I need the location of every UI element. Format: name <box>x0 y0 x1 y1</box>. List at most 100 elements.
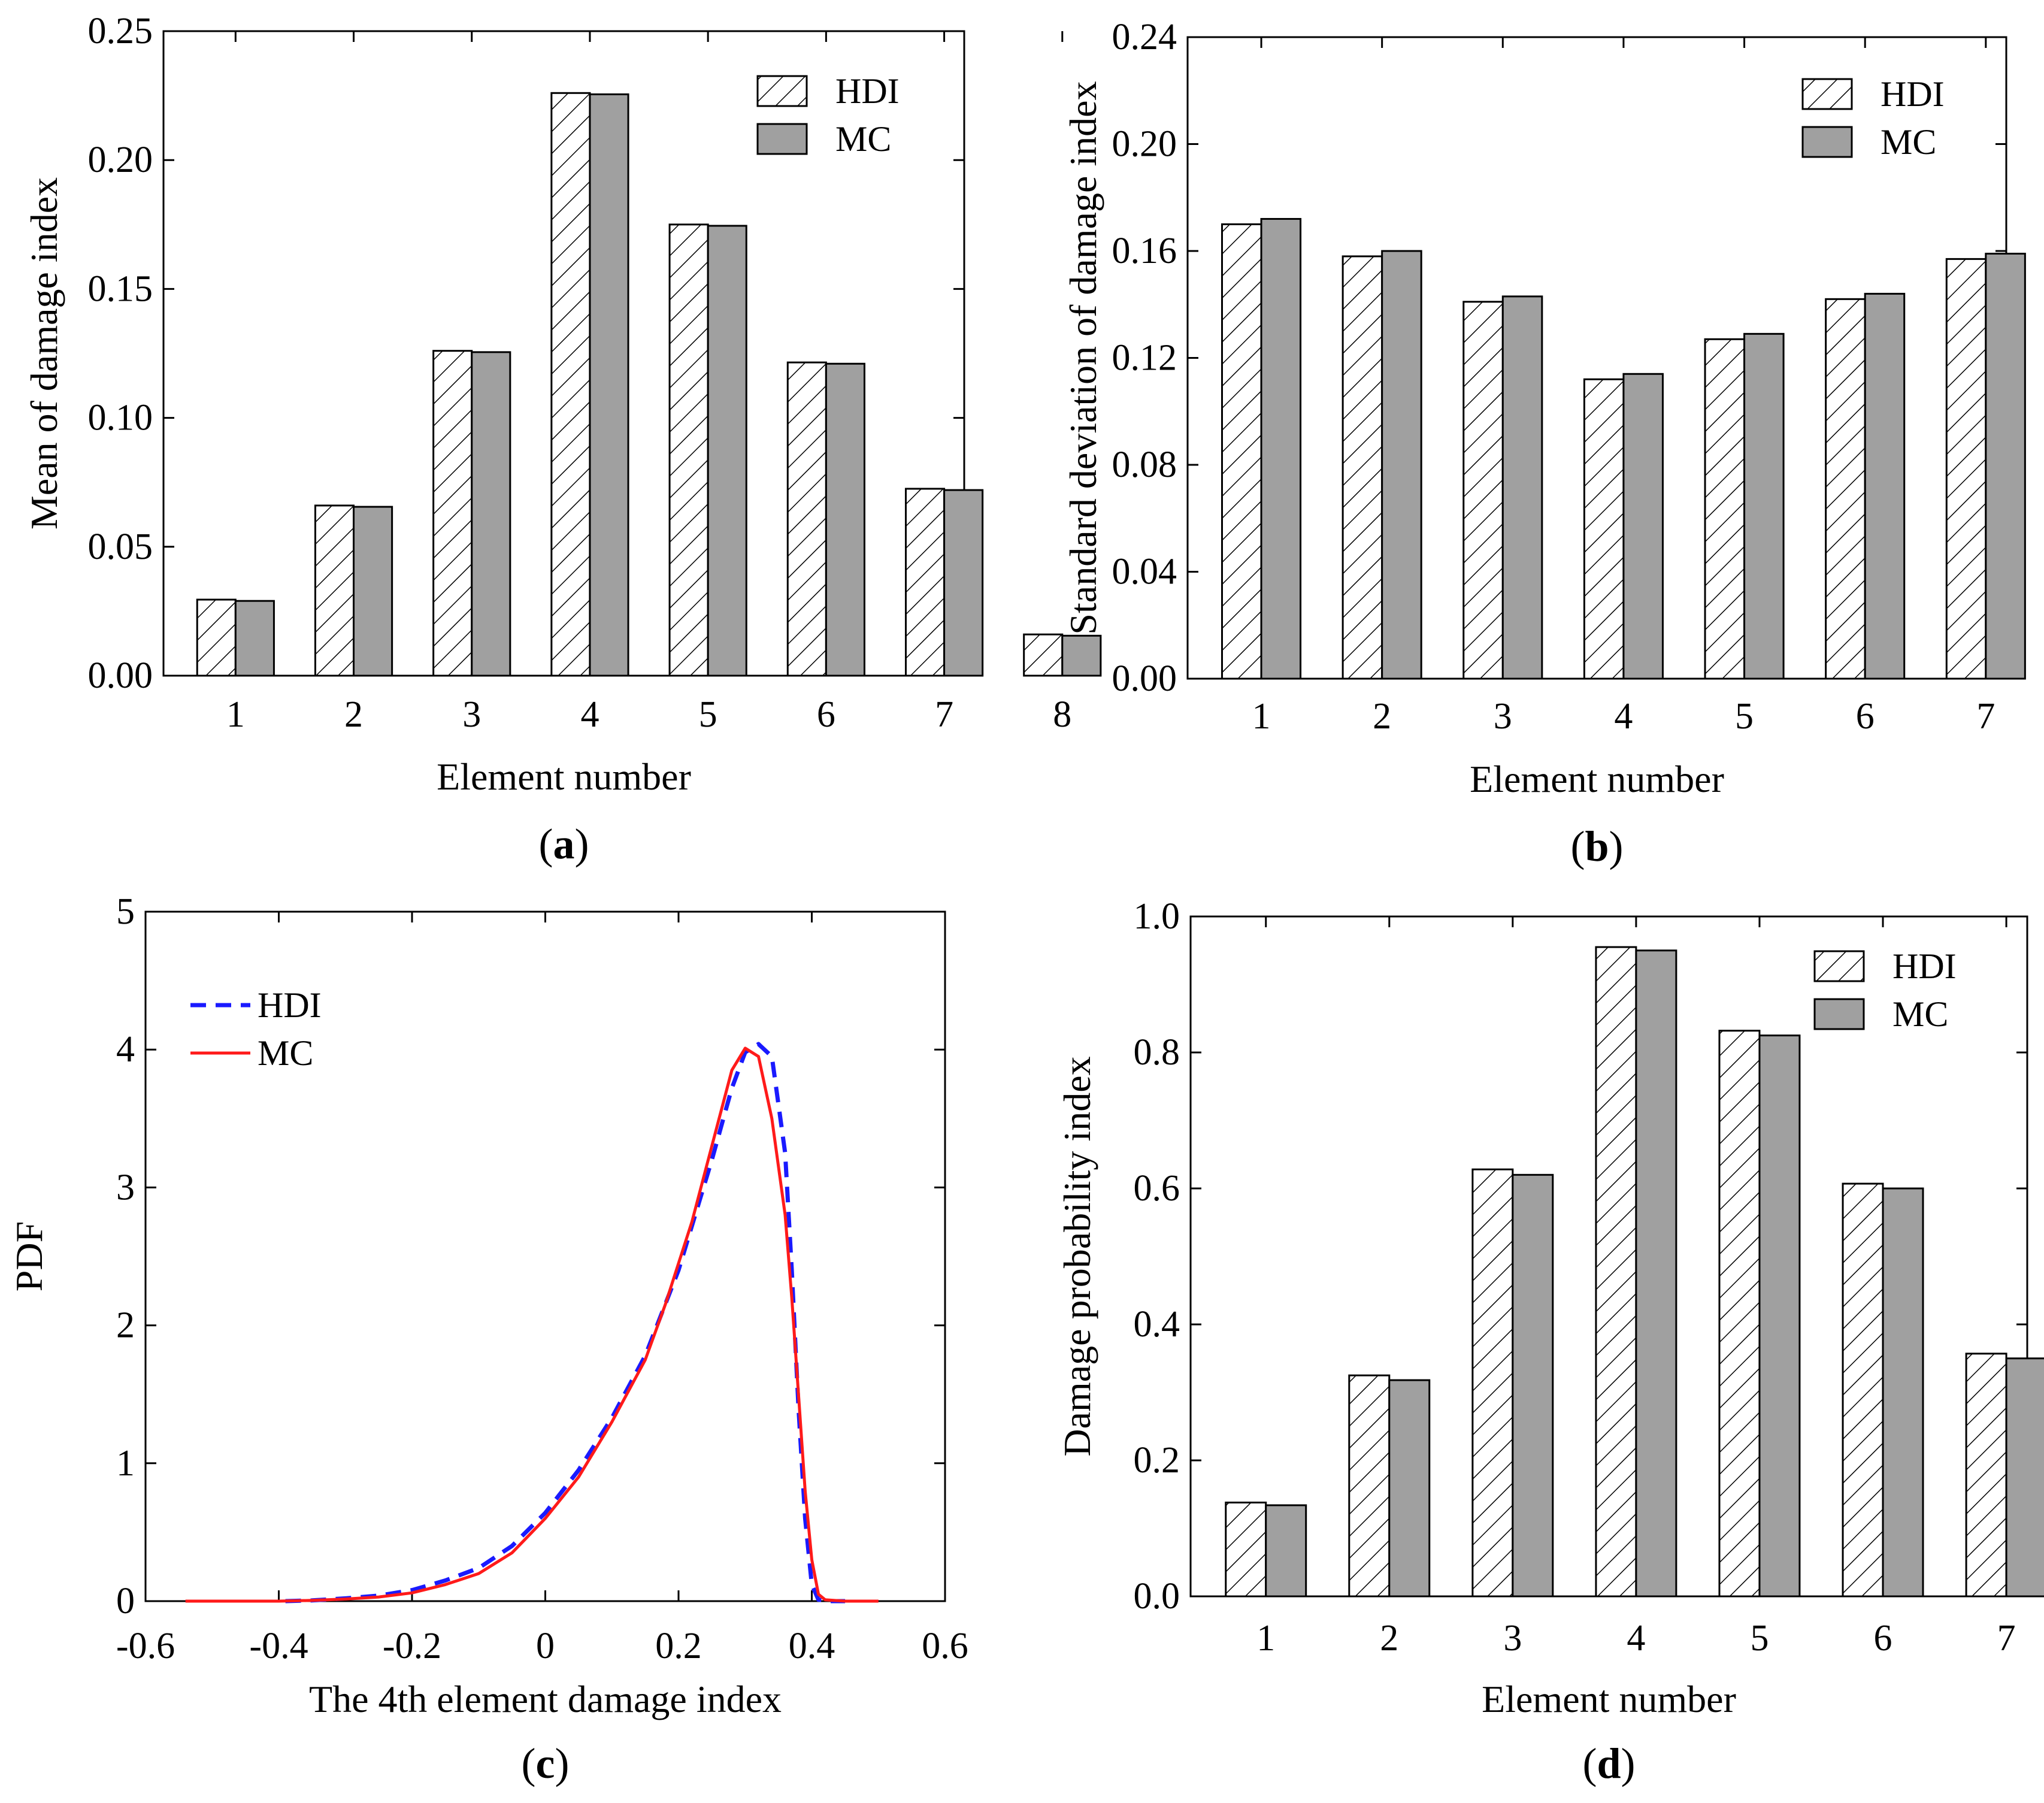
bar-mc <box>1985 252 2026 680</box>
legend-label-hdi: HDI <box>1892 946 1957 986</box>
x-axis-title: Element number <box>437 755 691 798</box>
y-tick-label: 0.05 <box>88 527 153 567</box>
y-axis-title: Standard deviation of damage index <box>1062 81 1104 634</box>
legend-label-hdi: HDI <box>258 985 322 1025</box>
bar-hdi <box>550 92 591 677</box>
y-tick-label: 0.0 <box>1134 1576 1180 1617</box>
y-tick-label: 0.20 <box>1112 124 1177 165</box>
bar-hdi <box>1595 946 1637 1598</box>
y-tick-label: 0.12 <box>1112 338 1177 379</box>
x-tick-label: 3 <box>1494 696 1512 737</box>
y-axis-title: Damage probability index <box>1056 1056 1098 1456</box>
legend-label-hdi: HDI <box>835 71 900 111</box>
y-tick-label: 2 <box>116 1305 135 1346</box>
bar-mc <box>1061 634 1102 677</box>
panel-label: (b) <box>1570 822 1623 870</box>
legend-label-mc: MC <box>835 119 891 159</box>
legend-swatch-mc <box>756 123 808 155</box>
bar-hdi <box>1842 1182 1884 1598</box>
panel-c: 0 1 2 3 4 5 PDF The 4th element damage index (c)… <box>8 891 968 1787</box>
x-tick-label: -0.2 <box>383 1626 441 1666</box>
y-tick-label: 0.25 <box>88 11 153 52</box>
x-tick-label: 5 <box>699 694 717 735</box>
y-tick-label: 5 <box>116 891 135 932</box>
panel-d: 0.0 0.2 0.4 0.6 0.8 1.0 Damage probability ind… <box>1056 896 2044 1787</box>
bar-mc <box>943 489 984 677</box>
bar-mc <box>1882 1187 1924 1598</box>
x-tick-label: 7 <box>935 694 953 735</box>
legend-label-mc: MC <box>258 1033 313 1073</box>
x-tick-label: 1 <box>1252 696 1271 737</box>
bar-mc <box>1388 1379 1431 1598</box>
bar-hdi <box>1462 301 1504 680</box>
x-tick-label: 1 <box>1256 1618 1275 1659</box>
y-tick-label: 4 <box>116 1029 135 1070</box>
bar-hdi <box>196 598 237 677</box>
bar-hdi <box>668 223 709 677</box>
bar-hdi <box>786 361 827 677</box>
x-tick-label: 2 <box>1380 1618 1398 1659</box>
x-tick-label: 0.4 <box>789 1626 835 1666</box>
bar-hdi <box>1348 1374 1391 1598</box>
x-axis-title: The 4th element damage index <box>309 1678 782 1720</box>
y-tick-label: 0.15 <box>88 268 153 309</box>
bar-mc <box>1381 250 1422 680</box>
legend-label-mc: MC <box>1892 994 1948 1034</box>
bar-mc <box>1758 1034 1801 1598</box>
y-tick-label: 0.24 <box>1112 17 1177 58</box>
x-tick-label: 7 <box>1997 1618 2016 1659</box>
bar-mc <box>353 506 393 677</box>
x-tick-label: 6 <box>1856 696 1875 737</box>
x-tick-label: 3 <box>1503 1618 1522 1659</box>
bar-mc <box>1512 1173 1554 1598</box>
y-tick-label: 3 <box>116 1167 135 1208</box>
x-tick-label: 3 <box>462 694 481 735</box>
bar-mc <box>707 225 747 677</box>
y-tick-label: 0.00 <box>88 655 153 696</box>
y-tick-label: 0.04 <box>1112 552 1177 592</box>
bar-mc <box>471 351 511 677</box>
series-line-mc <box>185 1046 879 1603</box>
legend-swatch-hdi <box>1801 78 1853 110</box>
x-tick-label: 4 <box>1614 696 1633 737</box>
bar-hdi <box>1225 1501 1267 1598</box>
bar-mc <box>589 93 629 677</box>
bar-hdi <box>1704 338 1746 680</box>
y-tick-label: 0.6 <box>1134 1168 1180 1209</box>
legend-swatch-hdi <box>1813 950 1865 982</box>
bar-hdi <box>1945 258 1987 680</box>
y-tick-label: 0.8 <box>1134 1032 1180 1073</box>
x-tick-label: 1 <box>226 694 245 735</box>
x-tick-label: 0.2 <box>655 1626 702 1666</box>
y-tick-label: 0 <box>116 1581 135 1622</box>
x-tick-label: 0.6 <box>922 1626 968 1666</box>
x-axis-title: Element number <box>1470 758 1724 800</box>
bar-hdi <box>1583 378 1625 680</box>
x-tick-label: 5 <box>1735 696 1754 737</box>
x-axis-title: Element number <box>1482 1678 1736 1720</box>
y-tick-label: 0.08 <box>1112 444 1177 485</box>
bar-hdi <box>904 488 946 677</box>
x-tick-label: 4 <box>580 694 599 735</box>
x-tick-label: -0.4 <box>249 1626 308 1666</box>
bar-hdi <box>1718 1030 1761 1598</box>
series-line-hdi <box>285 1042 846 1604</box>
x-tick-label: 2 <box>1373 696 1391 737</box>
bar-mc <box>1260 217 1302 680</box>
y-tick-label: 0.4 <box>1134 1304 1180 1345</box>
bar-hdi <box>1965 1353 2007 1598</box>
legend-label-mc: MC <box>1881 122 1936 162</box>
bar-mc <box>825 362 865 677</box>
legend-swatch-hdi <box>756 75 808 107</box>
x-tick-label: 6 <box>1874 1618 1892 1659</box>
x-tick-label: 5 <box>1750 1618 1769 1659</box>
x-tick-label: 4 <box>1627 1618 1645 1659</box>
bar-hdi <box>1221 223 1262 680</box>
x-tick-label: -0.6 <box>116 1626 175 1666</box>
y-axis-title: Mean of damage index <box>23 177 65 530</box>
bar-hdi <box>1825 298 1866 680</box>
legend-label-hdi: HDI <box>1881 74 1945 114</box>
legend-swatch-mc <box>1813 998 1865 1030</box>
y-tick-label: 0.16 <box>1112 231 1177 271</box>
